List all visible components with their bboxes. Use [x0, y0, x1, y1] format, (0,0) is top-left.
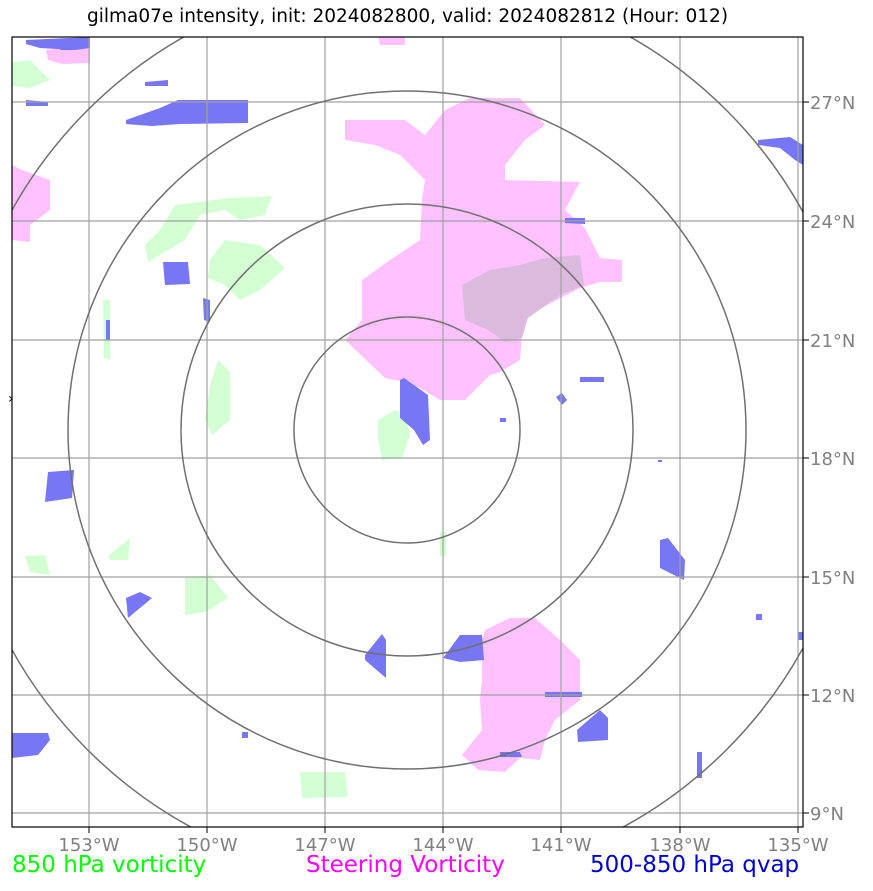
lat-label-15n: 15°N	[810, 568, 855, 589]
lon-label-144w: 144°W	[412, 835, 473, 856]
lon-ticks	[88, 827, 799, 833]
map-title: gilma07e intensity, init: 2024082800, va…	[86, 6, 729, 27]
lon-label-138w: 138°W	[649, 835, 710, 856]
svg-text:›: ›	[8, 391, 14, 407]
qvap-layer	[12, 37, 803, 778]
lat-label-9n: 9°N	[810, 804, 844, 825]
lon-label-150w: 150°W	[176, 835, 237, 856]
lon-label-147w: 147°W	[294, 835, 355, 856]
legend-850hpa-vorticity: 850 hPa vorticity	[12, 852, 207, 878]
lat-label-27n: 27°N	[810, 93, 855, 114]
lat-label-24n: 24°N	[810, 212, 855, 233]
graticule	[12, 37, 803, 827]
vorticity-850-layer	[12, 60, 446, 798]
steering-vorticity-layer	[12, 37, 622, 772]
lon-label-153w: 153°W	[58, 835, 119, 856]
lat-label-18n: 18°N	[810, 449, 855, 470]
lon-label-141w: 141°W	[530, 835, 591, 856]
overlap-layer	[462, 255, 584, 342]
legend-steering-vorticity: Steering Vorticity	[306, 852, 505, 878]
range-rings	[12, 37, 803, 827]
lon-label-135w: 135°W	[767, 835, 828, 856]
plot-frame	[11, 36, 804, 828]
legend-qvap: 500-850 hPa qvap	[590, 852, 800, 878]
lat-label-21n: 21°N	[810, 331, 855, 352]
lat-ticks	[803, 101, 809, 814]
lat-label-12n: 12°N	[810, 686, 855, 707]
